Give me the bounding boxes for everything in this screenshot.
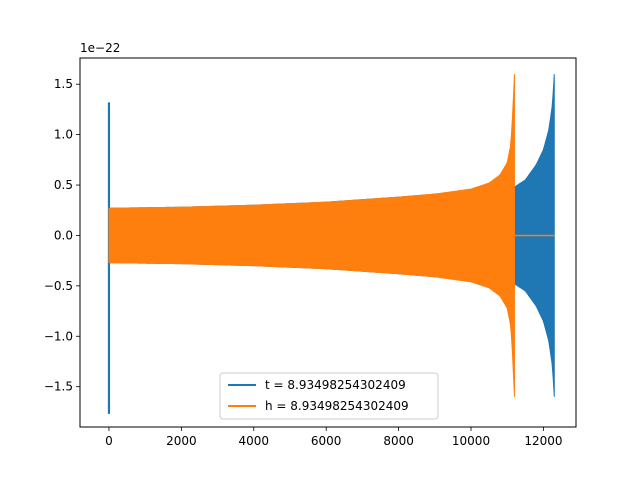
y-offset-label: 1e−22 [80,41,120,55]
y-tick-label: −1.5 [44,380,73,394]
y-tick-label: −0.5 [44,279,73,293]
x-tick-label: 6000 [311,434,342,448]
y-tick-label: 0.5 [54,178,73,192]
y-axis: 1.5 1.0 0.5 0.0 −0.5 −1.0 −1.5 [44,77,80,394]
plot-area [107,74,555,414]
legend: t = 8.93498254302409 h = 8.9349825430240… [219,372,439,420]
x-axis: 0 2000 4000 6000 8000 10000 12000 [105,427,563,448]
legend-box [219,372,439,420]
x-tick-label: 0 [105,434,113,448]
legend-label-t: t = 8.93498254302409 [265,378,406,392]
legend-label-h: h = 8.93498254302409 [265,399,409,413]
y-tick-label: 0.0 [54,228,73,242]
y-tick-label: 1.0 [54,128,73,142]
y-tick-label: −1.0 [44,329,73,343]
y-tick-label: 1.5 [54,77,73,91]
x-tick-label: 2000 [166,434,197,448]
x-tick-label: 12000 [524,434,562,448]
x-tick-label: 8000 [383,434,414,448]
axes-frame [79,57,577,428]
x-tick-label: 4000 [239,434,270,448]
series-h-waveform [108,74,515,397]
x-tick-label: 10000 [452,434,490,448]
